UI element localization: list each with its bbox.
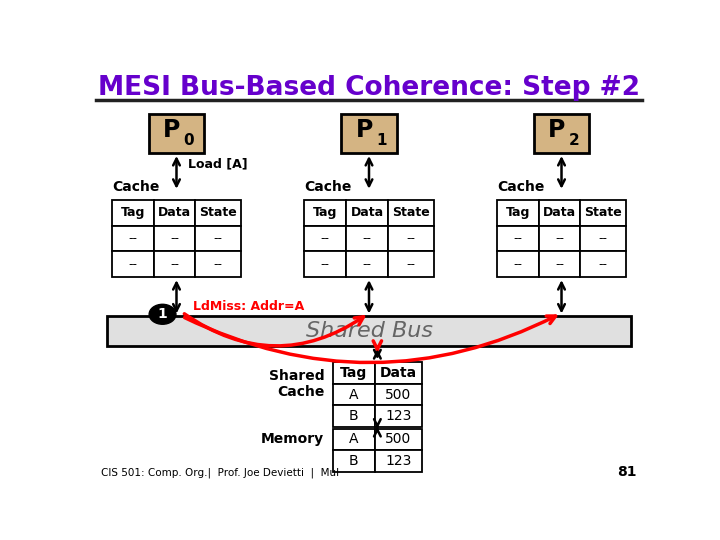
Text: Data: Data xyxy=(379,366,417,380)
Text: Cache: Cache xyxy=(305,180,351,194)
Text: --: -- xyxy=(128,232,138,245)
Text: 500: 500 xyxy=(385,433,411,447)
Bar xyxy=(305,226,346,252)
Text: 1: 1 xyxy=(158,307,168,321)
Bar xyxy=(107,316,631,346)
Bar xyxy=(305,200,346,226)
Text: 2: 2 xyxy=(568,132,579,147)
Bar xyxy=(333,362,374,384)
Bar xyxy=(153,226,195,252)
Text: --: -- xyxy=(320,258,330,271)
Bar xyxy=(333,384,374,406)
Bar xyxy=(346,252,388,277)
Bar xyxy=(112,252,153,277)
Text: --: -- xyxy=(363,258,372,271)
Text: Tag: Tag xyxy=(505,206,530,219)
Text: A: A xyxy=(349,433,359,447)
Text: --: -- xyxy=(406,258,415,271)
Text: Cache: Cache xyxy=(497,180,544,194)
Text: 123: 123 xyxy=(385,454,412,468)
Text: --: -- xyxy=(513,258,522,271)
Bar xyxy=(374,406,422,427)
Text: --: -- xyxy=(128,258,138,271)
Text: Memory: Memory xyxy=(261,433,324,447)
Text: --: -- xyxy=(555,232,564,245)
Text: B: B xyxy=(349,454,359,468)
Text: P: P xyxy=(549,118,566,142)
Bar xyxy=(539,200,580,226)
Bar xyxy=(112,200,153,226)
Text: LdMiss: Addr=A: LdMiss: Addr=A xyxy=(193,300,305,313)
Text: Cache: Cache xyxy=(112,180,159,194)
Text: 123: 123 xyxy=(385,409,412,423)
Bar xyxy=(305,252,346,277)
Text: --: -- xyxy=(599,258,608,271)
Bar xyxy=(195,200,241,226)
Text: A: A xyxy=(349,388,359,402)
Text: --: -- xyxy=(406,232,415,245)
Text: --: -- xyxy=(363,232,372,245)
Text: --: -- xyxy=(214,232,223,245)
Bar xyxy=(374,384,422,406)
Text: 0: 0 xyxy=(184,132,194,147)
Bar xyxy=(580,226,626,252)
Text: State: State xyxy=(199,206,237,219)
Text: Data: Data xyxy=(158,206,191,219)
Text: Shared
Cache: Shared Cache xyxy=(269,369,324,399)
Text: Tag: Tag xyxy=(120,206,145,219)
Text: --: -- xyxy=(170,258,179,271)
Text: Data: Data xyxy=(543,206,576,219)
Text: --: -- xyxy=(170,232,179,245)
Bar xyxy=(333,406,374,427)
Text: P: P xyxy=(163,118,181,142)
Bar xyxy=(153,252,195,277)
Bar xyxy=(388,226,433,252)
Bar xyxy=(374,450,422,472)
Text: Tag: Tag xyxy=(340,366,367,380)
Bar xyxy=(539,252,580,277)
Bar xyxy=(388,200,433,226)
Bar xyxy=(497,252,539,277)
Text: Shared Bus: Shared Bus xyxy=(305,321,433,341)
Text: 1: 1 xyxy=(376,132,387,147)
Bar xyxy=(539,226,580,252)
Text: State: State xyxy=(585,206,622,219)
Bar xyxy=(112,226,153,252)
Bar xyxy=(497,200,539,226)
Bar xyxy=(580,200,626,226)
Text: Load [A]: Load [A] xyxy=(188,158,247,171)
Text: MESI Bus-Based Coherence: Step #2: MESI Bus-Based Coherence: Step #2 xyxy=(98,75,640,101)
FancyBboxPatch shape xyxy=(341,113,397,153)
Circle shape xyxy=(149,305,176,324)
Text: --: -- xyxy=(513,232,522,245)
Text: --: -- xyxy=(555,258,564,271)
Bar xyxy=(195,252,241,277)
Bar xyxy=(333,450,374,472)
Text: Tag: Tag xyxy=(313,206,338,219)
Text: 500: 500 xyxy=(385,388,411,402)
Bar xyxy=(374,429,422,450)
Text: Data: Data xyxy=(351,206,384,219)
Bar xyxy=(346,226,388,252)
Text: B: B xyxy=(349,409,359,423)
Text: --: -- xyxy=(599,232,608,245)
Text: --: -- xyxy=(320,232,330,245)
Bar xyxy=(346,200,388,226)
FancyBboxPatch shape xyxy=(534,113,590,153)
Text: CIS 501: Comp. Org.|  Prof. Joe Devietti  |  Mul: CIS 501: Comp. Org.| Prof. Joe Devietti … xyxy=(101,467,339,477)
Bar xyxy=(195,226,241,252)
Bar xyxy=(580,252,626,277)
Bar xyxy=(497,226,539,252)
Text: State: State xyxy=(392,206,430,219)
Text: P: P xyxy=(356,118,373,142)
Bar xyxy=(388,252,433,277)
Bar xyxy=(333,429,374,450)
Text: 81: 81 xyxy=(617,465,637,480)
Text: --: -- xyxy=(214,258,223,271)
FancyBboxPatch shape xyxy=(148,113,204,153)
Bar xyxy=(374,362,422,384)
Bar xyxy=(153,200,195,226)
